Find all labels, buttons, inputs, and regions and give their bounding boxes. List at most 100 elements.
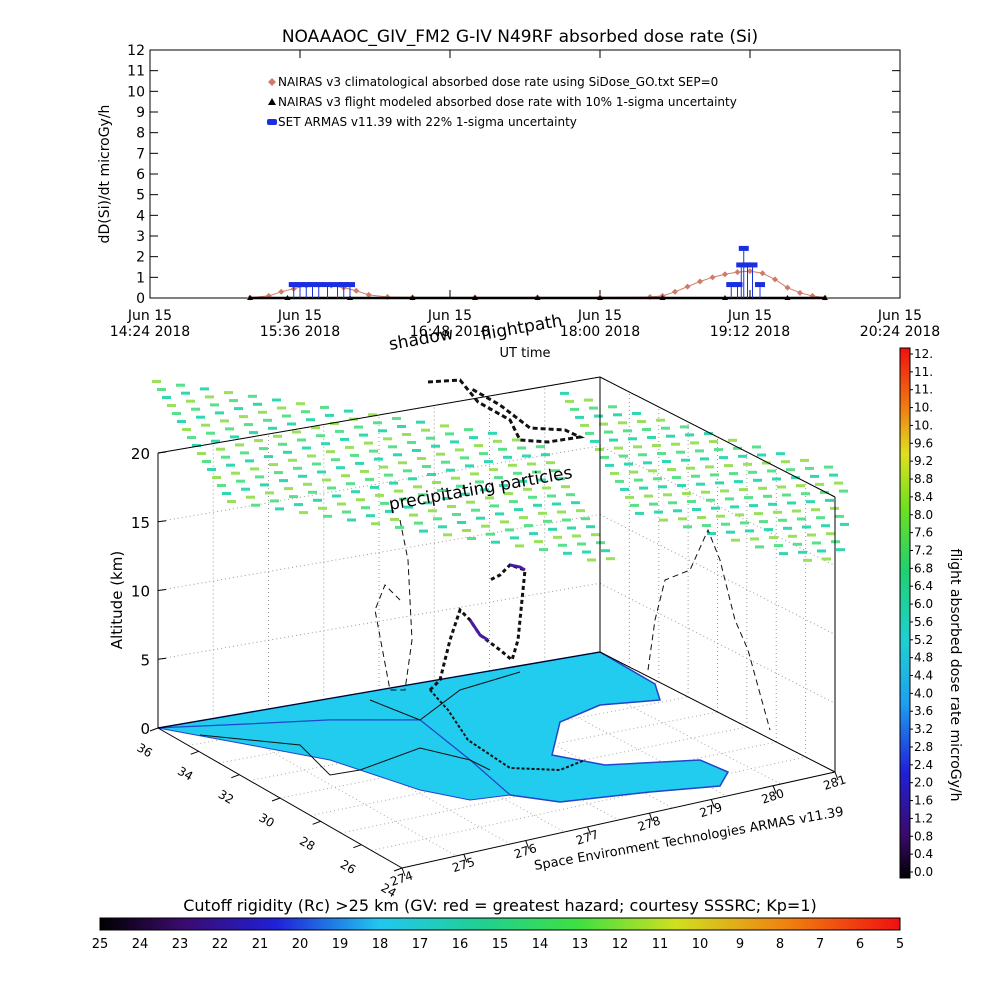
grid-line [599, 514, 836, 635]
lat-tick [312, 820, 321, 825]
precipitating-particle [567, 526, 576, 530]
precipitating-particle [239, 415, 248, 419]
precipitating-particle [278, 442, 287, 446]
precipitating-particle [220, 419, 229, 423]
z-tick [157, 589, 167, 591]
precipitating-particle [707, 532, 716, 535]
x-tick-label-date: Jun 15 [127, 308, 172, 324]
y-tick-label: 9 [136, 105, 145, 121]
precipitating-particle [499, 484, 508, 488]
dose-colorbar-tick-label: 11. [914, 365, 933, 379]
dose-colorbar-tick-label: 0.0 [914, 865, 933, 879]
precipitating-particle [539, 548, 548, 552]
precipitating-particle [678, 517, 687, 521]
precipitating-particle [757, 453, 766, 457]
precipitating-particle [773, 510, 782, 514]
precipitating-particle [599, 422, 608, 426]
precipitating-particle [726, 530, 735, 534]
precipitating-particle [571, 501, 580, 505]
flight-model-point [472, 295, 478, 300]
precipitating-particle [724, 464, 733, 468]
precipitating-particle [264, 455, 273, 459]
precipitating-particle [613, 413, 622, 417]
precipitating-particle [414, 521, 423, 525]
lon-tick [772, 785, 777, 794]
precipitating-particle [614, 446, 623, 450]
precipitating-particle [826, 532, 835, 536]
precipitating-particle [671, 442, 680, 446]
precipitating-particle [663, 493, 672, 497]
precipitating-particle [538, 511, 547, 515]
floor-grid [323, 699, 565, 833]
precipitating-particle [836, 548, 845, 552]
precipitating-particle [361, 506, 370, 510]
precipitating-particle [534, 540, 543, 544]
dose-colorbar-tick-label: 8.8 [914, 472, 933, 486]
precipitating-particle [258, 410, 267, 414]
climatological-point [697, 278, 703, 285]
precipitating-particle [686, 466, 695, 470]
precipitating-particle [749, 504, 758, 508]
precipitating-particle [585, 431, 594, 435]
precipitating-particle [227, 500, 236, 503]
precipitating-particle [283, 450, 292, 454]
precipitating-particle [303, 482, 312, 486]
lon-tick-label: 276 [512, 841, 538, 861]
flight-path-dose [509, 563, 526, 572]
precipitating-particle [700, 457, 709, 461]
shadow-track [427, 378, 586, 444]
precipitating-particle [371, 522, 380, 526]
precipitating-particle [445, 432, 454, 436]
precipitating-particle [810, 474, 819, 478]
precipitating-particle [307, 454, 316, 458]
precipitating-particle [479, 452, 488, 456]
precipitating-particle [582, 550, 591, 554]
x-tick-label-time: 18:00 2018 [560, 324, 640, 340]
precipitating-particle [369, 449, 378, 453]
precipitating-particle [464, 428, 473, 432]
dose-colorbar-tick-label: 12. [914, 347, 933, 361]
x-tick-label-date: Jun 15 [877, 308, 922, 324]
precipitating-particle [721, 522, 730, 526]
precipitating-particle [553, 535, 562, 539]
flight-model-point [247, 295, 253, 300]
precipitating-particle [800, 458, 809, 462]
precipitating-particle [394, 489, 403, 493]
dose-colorbar-label: flight absorbed dose rate microGy/h [947, 549, 963, 802]
precipitating-particle [327, 486, 336, 490]
precipitating-particle [249, 431, 258, 435]
precipitating-particle [465, 464, 474, 468]
precipitating-particle [438, 525, 447, 529]
precipitating-particle [533, 503, 542, 507]
precipitating-particle [716, 514, 725, 518]
precipitating-particle [591, 533, 600, 537]
precipitating-particle [754, 512, 763, 516]
precipitating-particle [685, 433, 694, 437]
lon-tick [525, 840, 530, 849]
precipitating-particle [786, 468, 795, 472]
precipitating-particle [284, 487, 293, 491]
state-border [199, 734, 491, 776]
precipitating-particle [260, 483, 269, 487]
lon-tick-label: 278 [636, 814, 662, 834]
precipitating-particle [320, 405, 329, 409]
shadow-profile-left [374, 519, 413, 691]
precipitating-particle [801, 492, 810, 496]
precipitating-particle [709, 440, 718, 444]
precipitating-particle [392, 417, 401, 420]
precipitating-particle [399, 497, 408, 501]
precipitating-particle [509, 500, 518, 504]
precipitating-particle [297, 438, 306, 442]
precipitating-particle [321, 442, 330, 446]
precipitating-particle [263, 418, 272, 422]
z-tick-label: 0 [140, 720, 150, 738]
precipitating-particle [575, 415, 584, 419]
dose-colorbar-tick-label: 3.2 [914, 722, 933, 736]
y-tick-label: 10 [127, 84, 145, 100]
legend-label: NAIRAS v3 flight modeled absorbed dose r… [278, 95, 737, 109]
precipitating-particle [705, 465, 714, 469]
dose-colorbar-tick-label: 11. [914, 383, 933, 397]
precipitating-particle [442, 497, 451, 500]
precipitating-particle [618, 421, 627, 425]
precipitating-particle [505, 528, 514, 532]
